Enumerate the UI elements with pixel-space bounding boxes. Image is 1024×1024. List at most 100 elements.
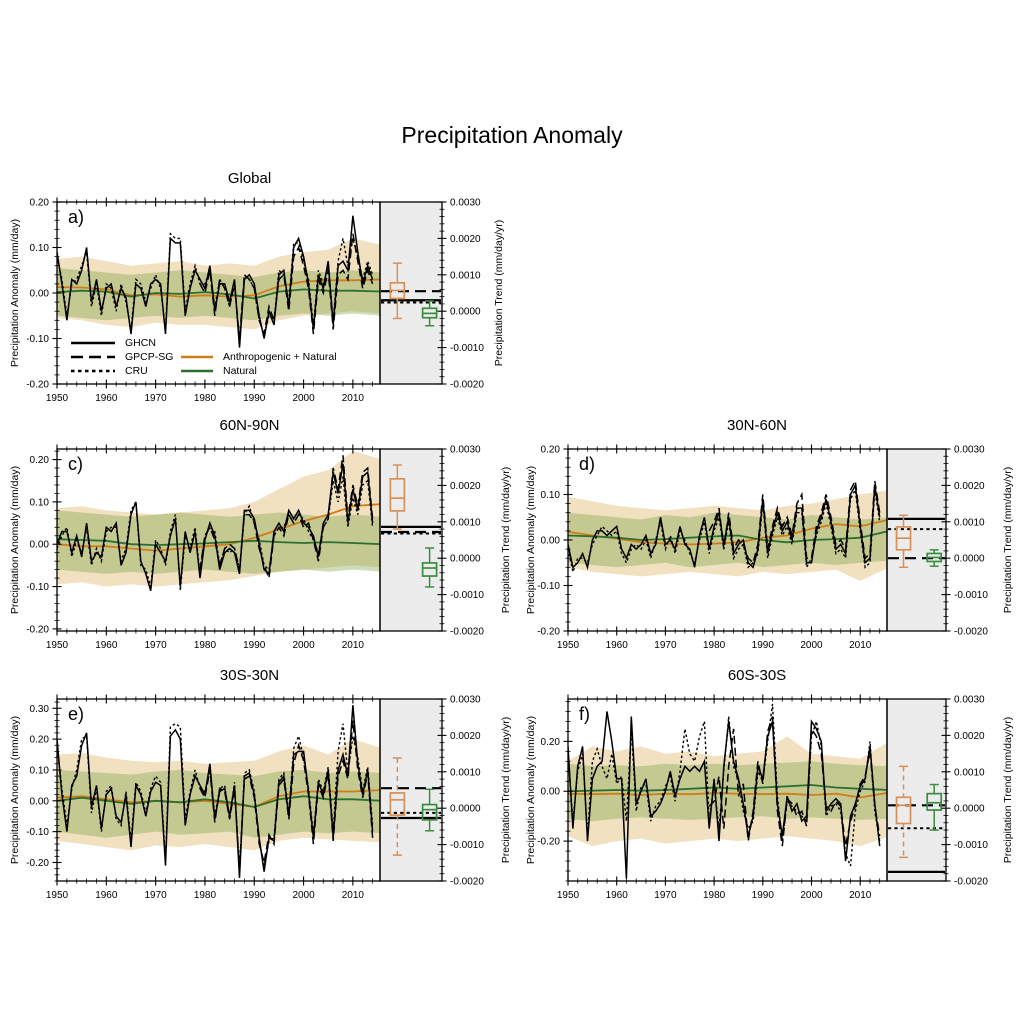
y-tick-label: -0.20 [26, 858, 49, 869]
trend-tick-label: -0.0020 [954, 877, 988, 888]
x-tick-label: 2000 [292, 890, 315, 901]
y-tick-label: 0.10 [541, 490, 561, 501]
x-tick-label: 1960 [606, 640, 629, 651]
x-tick-label: 1970 [145, 640, 168, 651]
trend-tick-label: 0.0030 [450, 695, 481, 706]
trend-tick-label: -0.0020 [450, 380, 484, 391]
trend-tick-label: 0.0020 [954, 731, 985, 742]
y-tick-label: 0.10 [30, 765, 50, 776]
x-tick-label: 1960 [95, 640, 118, 651]
y-tick-label: 0.00 [30, 796, 50, 807]
trend-tick-label: 0.0030 [450, 445, 481, 456]
panel-f-title: 60S-30S [727, 667, 787, 684]
natural-uncertainty-band [568, 512, 887, 568]
x-tick-label: 2010 [849, 890, 872, 901]
y-tick-label: 0.20 [30, 198, 50, 209]
trend-tick-label: 0.0020 [450, 234, 481, 245]
panel-e-title: 30S-30N [219, 667, 280, 684]
y-tick-label: 0.20 [541, 737, 561, 748]
trend-tick-label: 0.0000 [954, 804, 985, 815]
trend-tick-label: 0.0030 [450, 198, 481, 209]
ghcn-line-swatch-icon [71, 341, 115, 345]
x-tick-label: 2010 [342, 890, 365, 901]
trend-panel-f [886, 698, 947, 882]
panel-c-letter: c) [68, 454, 83, 474]
panel-d-letter: d) [579, 454, 596, 474]
panel-d-right-axis-label: Precipitation Trend (mm/day/yr) [1002, 466, 1014, 614]
x-tick-label: 2010 [342, 393, 365, 404]
panel-e-left-axis-label: Precipitation Anomaly (mm/day) [9, 715, 21, 865]
anthro-trend-box [895, 796, 912, 825]
y-tick-label: -0.10 [26, 582, 49, 593]
trend-tick-label: 0.0030 [954, 445, 985, 456]
y-tick-label: -0.20 [26, 380, 49, 391]
panel-c-right-axis-label: Precipitation Trend (mm/day/yr) [500, 466, 512, 614]
legend-label: Natural [223, 365, 257, 377]
panel-a-right-axis-label: Precipitation Trend (mm/day/yr) [493, 219, 505, 367]
natural-trend-box [421, 562, 438, 577]
natural-line-swatch-icon [181, 369, 213, 373]
legend-label: GPCP-SG [125, 351, 174, 363]
x-tick-label: 2000 [292, 393, 315, 404]
x-tick-label: 1970 [654, 640, 677, 651]
x-tick-label: 1950 [46, 640, 69, 651]
x-tick-label: 2010 [342, 640, 365, 651]
x-tick-label: 1960 [95, 393, 118, 404]
legend-label: CRU [125, 365, 148, 377]
trend-tick-label: -0.0010 [954, 590, 988, 601]
y-tick-label: 0.00 [30, 289, 50, 300]
natural-uncertainty-band [57, 769, 380, 838]
y-tick-label: -0.20 [26, 624, 49, 635]
x-tick-label: 2010 [849, 640, 872, 651]
x-tick-label: 1970 [145, 890, 168, 901]
x-tick-label: 1980 [194, 640, 217, 651]
legend-item-natural: Natural [180, 365, 257, 377]
y-tick-label: 0.00 [541, 536, 561, 547]
trend-tick-label: 0.0000 [450, 804, 481, 815]
panel-a-left-axis-label: Precipitation Anomaly (mm/day) [9, 218, 21, 368]
x-tick-label: 1950 [557, 640, 580, 651]
cru-line-swatch-icon [71, 369, 115, 373]
x-tick-label: 1990 [752, 890, 775, 901]
y-tick-label: 0.00 [541, 787, 561, 798]
panel-a-title: Global [227, 170, 272, 187]
trend-tick-label: 0.0010 [450, 767, 481, 778]
trend-tick-label: 0.0010 [450, 270, 481, 281]
panel-f-right-axis-label: Precipitation Trend (mm/day/yr) [1002, 716, 1014, 864]
trend-tick-label: 0.0020 [450, 481, 481, 492]
natural-mean-line [57, 538, 380, 547]
trend-tick-label: 0.0000 [450, 554, 481, 565]
panel-e-letter: e) [68, 704, 85, 724]
trend-tick-label: 0.0030 [954, 695, 985, 706]
legend-label: GHCN [125, 337, 156, 349]
x-tick-label: 1990 [243, 890, 266, 901]
anthro-uncertainty-band [57, 451, 380, 587]
gpcp-series-line [708, 716, 881, 847]
legend-item-gpcp: GPCP-SG [70, 351, 173, 363]
trend-tick-label: 0.0000 [954, 554, 985, 565]
y-tick-label: 0.20 [30, 455, 50, 466]
gpcp-line-swatch-icon [71, 355, 115, 359]
panel-a-letter: a) [68, 207, 85, 227]
panel-e-right-axis-label: Precipitation Trend (mm/day/yr) [500, 716, 512, 864]
anthro-trend-box [389, 477, 406, 512]
x-tick-label: 1980 [703, 640, 726, 651]
panel-d-series [568, 478, 887, 581]
legend-label: Anthropogenic + Natural [223, 351, 337, 363]
ghcn-series-line [57, 215, 374, 348]
x-tick-label: 1950 [46, 393, 69, 404]
panel-f-series [568, 703, 887, 879]
x-tick-label: 1970 [145, 393, 168, 404]
ghcn-series-line [57, 705, 374, 878]
trend-tick-label: 0.0020 [450, 731, 481, 742]
panel-c-frame [56, 448, 381, 632]
panel-d-left-axis-label: Precipitation Anomaly (mm/day) [525, 465, 537, 615]
trend-tick-label: -0.0010 [450, 840, 484, 851]
y-tick-label: 0.10 [30, 243, 50, 254]
trend-tick-label: 0.0010 [450, 517, 481, 528]
trend-tick-label: -0.0020 [954, 627, 988, 638]
panel-f-frame [567, 698, 888, 882]
y-tick-label: -0.10 [26, 334, 49, 345]
y-tick-label: -0.20 [537, 627, 560, 638]
